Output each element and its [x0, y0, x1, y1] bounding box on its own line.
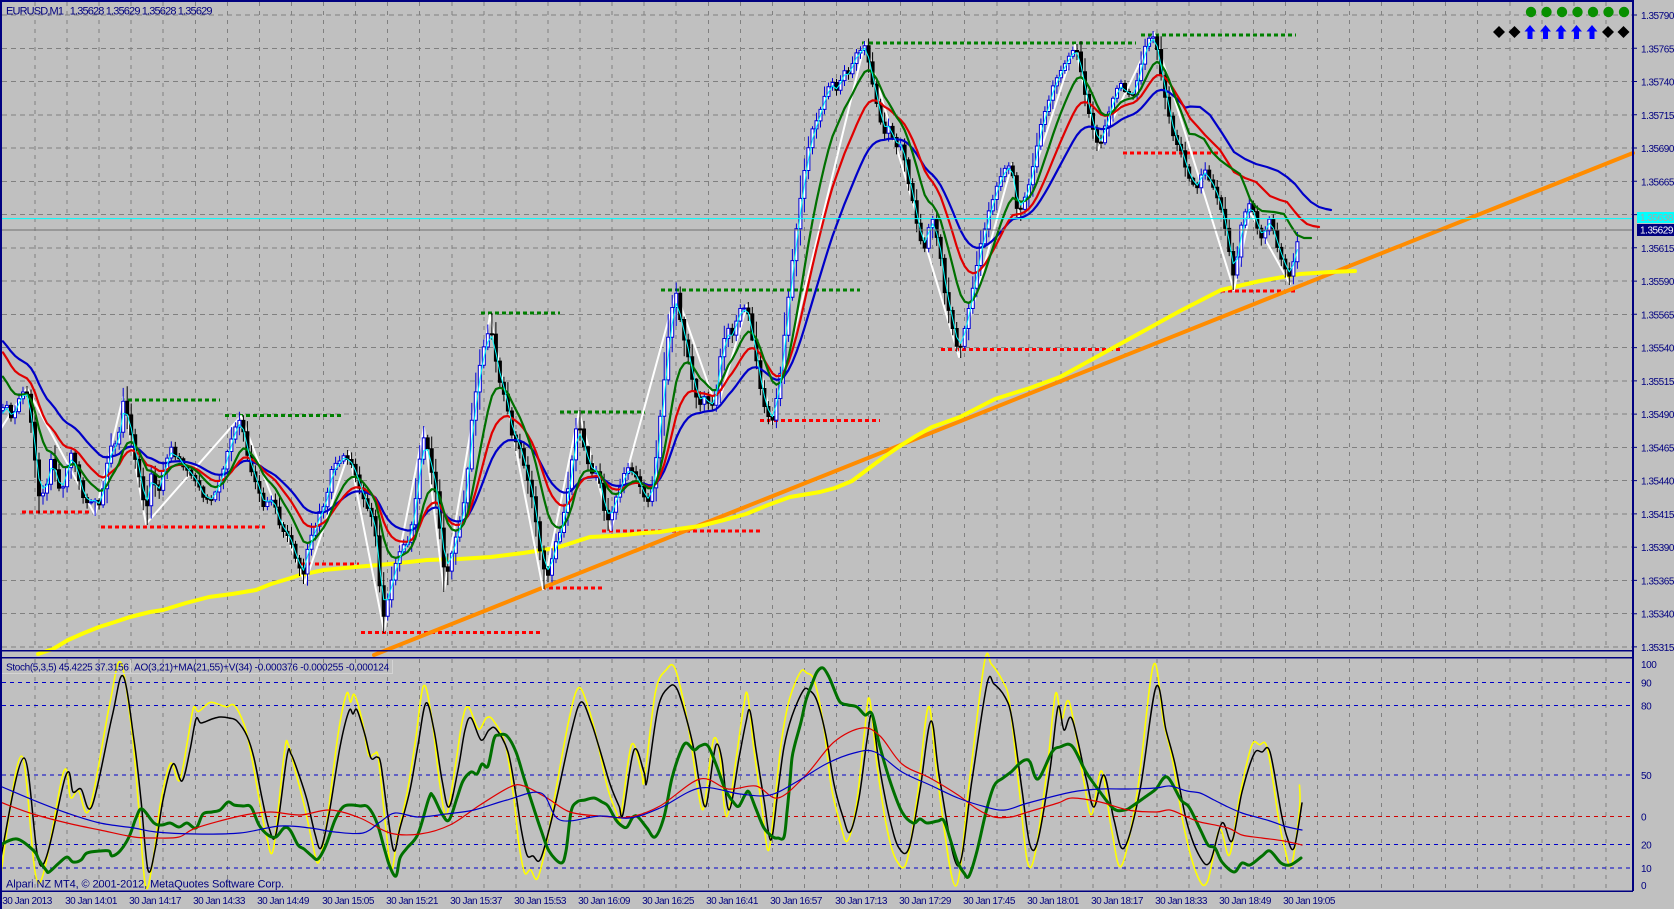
svg-text:30 Jan 15:21: 30 Jan 15:21	[386, 896, 439, 907]
svg-text:30 Jan 14:01: 30 Jan 14:01	[65, 896, 118, 907]
svg-text:1.35765: 1.35765	[1641, 44, 1674, 55]
svg-text:90: 90	[1641, 678, 1652, 689]
svg-text:1.35638: 1.35638	[1640, 213, 1674, 224]
svg-text:30 Jan 15:37: 30 Jan 15:37	[450, 896, 503, 907]
svg-text:1.35515: 1.35515	[1641, 377, 1674, 388]
svg-text:1.35590: 1.35590	[1641, 277, 1674, 288]
svg-text:1.35790: 1.35790	[1641, 11, 1674, 22]
svg-text:EURUSD,M1 1.35628 1.35629 1.: EURUSD,M1 1.35628 1.35629 1.35628 1.3562…	[6, 6, 212, 18]
svg-text:1.35565: 1.35565	[1641, 310, 1674, 321]
svg-text:1.35390: 1.35390	[1641, 543, 1674, 554]
svg-text:30 Jan 17:29: 30 Jan 17:29	[899, 896, 952, 907]
svg-text:1.35629: 1.35629	[1640, 226, 1674, 237]
svg-text:AO(3,21)+MA(21,55)+V(34) -0.00: AO(3,21)+MA(21,55)+V(34) -0.000376 -0.00…	[134, 663, 390, 674]
svg-text:30 Jan 14:49: 30 Jan 14:49	[257, 896, 310, 907]
svg-text:20: 20	[1641, 841, 1652, 852]
svg-text:30 Jan 15:05: 30 Jan 15:05	[322, 896, 375, 907]
svg-text:Alpari NZ MT4, © 2001-2012, Me: Alpari NZ MT4, © 2001-2012, MetaQuotes S…	[6, 879, 284, 891]
svg-text:10: 10	[1641, 864, 1652, 875]
svg-text:1.35465: 1.35465	[1641, 443, 1674, 454]
svg-text:30 Jan 15:53: 30 Jan 15:53	[514, 896, 567, 907]
svg-text:1.35740: 1.35740	[1641, 78, 1674, 89]
svg-text:30 Jan 16:25: 30 Jan 16:25	[642, 896, 695, 907]
svg-text:100: 100	[1641, 660, 1657, 671]
svg-text:1.35365: 1.35365	[1641, 576, 1674, 587]
svg-text:0: 0	[1641, 881, 1647, 892]
svg-text:80: 80	[1641, 702, 1652, 713]
svg-text:30 Jan 14:17: 30 Jan 14:17	[129, 896, 182, 907]
svg-text:30 Jan 16:09: 30 Jan 16:09	[578, 896, 631, 907]
svg-text:30 Jan 14:33: 30 Jan 14:33	[193, 896, 246, 907]
svg-text:1.35440: 1.35440	[1641, 477, 1674, 488]
svg-text:30 Jan 19:05: 30 Jan 19:05	[1283, 896, 1336, 907]
svg-text:30 Jan 18:49: 30 Jan 18:49	[1219, 896, 1272, 907]
svg-text:1.35340: 1.35340	[1641, 610, 1674, 621]
svg-text:50: 50	[1641, 771, 1652, 782]
svg-text:30 Jan 16:41: 30 Jan 16:41	[706, 896, 759, 907]
svg-text:1.35415: 1.35415	[1641, 510, 1674, 521]
svg-text:1.35315: 1.35315	[1641, 643, 1674, 654]
svg-text:30 Jan 18:17: 30 Jan 18:17	[1091, 896, 1144, 907]
svg-text:1.35490: 1.35490	[1641, 410, 1674, 421]
svg-text:30 Jan 17:45: 30 Jan 17:45	[963, 896, 1016, 907]
svg-text:1.35690: 1.35690	[1641, 144, 1674, 155]
svg-text:30 Jan 18:33: 30 Jan 18:33	[1155, 896, 1208, 907]
svg-text:1.35715: 1.35715	[1641, 111, 1674, 122]
svg-text:30 Jan 2013: 30 Jan 2013	[2, 896, 52, 907]
svg-text:1.35615: 1.35615	[1641, 244, 1674, 255]
svg-text:0: 0	[1641, 813, 1647, 824]
svg-text:1.35540: 1.35540	[1641, 344, 1674, 355]
svg-text:30 Jan 18:01: 30 Jan 18:01	[1027, 896, 1080, 907]
svg-text:30 Jan 16:57: 30 Jan 16:57	[770, 896, 823, 907]
svg-text:Stoch(5,3,5) 45.4225 37.3156: Stoch(5,3,5) 45.4225 37.3156	[6, 663, 129, 674]
svg-text:30 Jan 17:13: 30 Jan 17:13	[835, 896, 888, 907]
svg-text:1.35665: 1.35665	[1641, 177, 1674, 188]
